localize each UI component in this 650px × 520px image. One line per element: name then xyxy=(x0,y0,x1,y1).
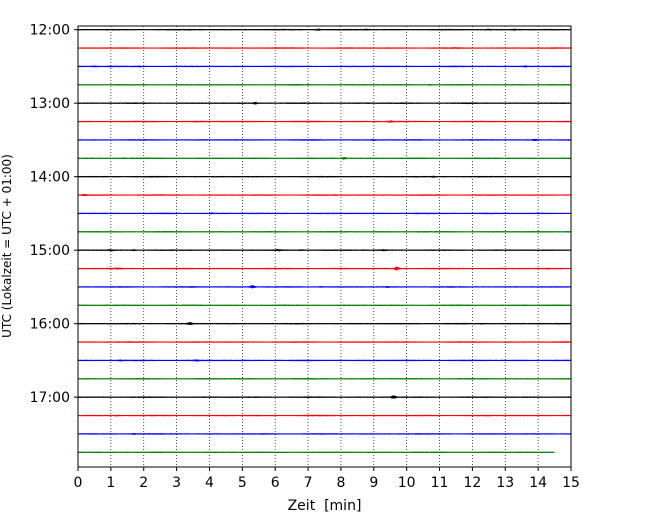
x-tick-label: 0 xyxy=(74,475,83,491)
trace-1215 xyxy=(77,47,572,49)
trace-1500 xyxy=(77,248,572,252)
trace-1230 xyxy=(77,65,572,68)
plot-area xyxy=(78,26,571,467)
trace-1530 xyxy=(77,285,572,289)
x-tick-label: 15 xyxy=(562,475,580,491)
y-axis-label: UTC (Lokalzeit = UTC + 01:00) xyxy=(0,154,14,338)
x-tick-label: 10 xyxy=(398,475,416,491)
trace-1615 xyxy=(77,341,572,343)
trace-1730 xyxy=(77,433,572,435)
y-axis-ticks: 12:00 13:00 14:00 15:00 16:00 17:00 xyxy=(30,23,78,406)
plot-frame xyxy=(77,25,572,468)
x-tick-label: 8 xyxy=(336,475,345,491)
x-tick-label: 7 xyxy=(304,475,313,491)
x-tick-label: 5 xyxy=(238,475,247,491)
trace-1430 xyxy=(77,212,572,215)
trace-1645 xyxy=(77,377,572,380)
trace-1515 xyxy=(77,266,572,271)
x-tick-label: 3 xyxy=(172,475,181,491)
x-tick-label: 12 xyxy=(463,475,481,491)
x-tick-label: 14 xyxy=(529,475,547,491)
trace-1445 xyxy=(77,230,572,233)
y-tick-label: 15:00 xyxy=(30,243,70,259)
traces xyxy=(77,28,572,454)
x-tick-label: 6 xyxy=(271,475,280,491)
trace-1330 xyxy=(77,138,572,142)
trace-1715 xyxy=(77,414,572,417)
x-axis-ticks: 0 1 2 3 4 5 6 7 8 9 10 11 12 13 14 15 xyxy=(74,467,580,491)
y-tick-label: 14:00 xyxy=(30,170,70,186)
trace-1745 xyxy=(77,451,555,454)
trace-1245 xyxy=(77,83,572,86)
trace-1345 xyxy=(77,156,572,160)
y-tick-label: 12:00 xyxy=(30,23,70,39)
x-tick-label: 4 xyxy=(205,475,214,491)
trace-1600 xyxy=(77,321,572,326)
x-tick-label: 11 xyxy=(431,475,449,491)
trace-1545 xyxy=(77,304,572,307)
trace-1415 xyxy=(77,193,572,197)
x-axis-label: Zeit [min] xyxy=(288,498,362,514)
x-tick-label: 9 xyxy=(369,475,378,491)
y-tick-label: 13:00 xyxy=(30,96,70,112)
trace-1400 xyxy=(77,175,572,178)
x-tick-label: 2 xyxy=(139,475,148,491)
y-tick-label: 16:00 xyxy=(30,317,70,333)
trace-1630 xyxy=(77,359,572,362)
trace-1700 xyxy=(77,395,572,399)
trace-1300 xyxy=(77,101,572,105)
trace-1200 xyxy=(77,28,572,31)
x-tick-label: 1 xyxy=(106,475,115,491)
y-tick-label: 17:00 xyxy=(30,390,70,406)
trace-1315 xyxy=(77,120,572,123)
x-tick-label: 13 xyxy=(496,475,514,491)
